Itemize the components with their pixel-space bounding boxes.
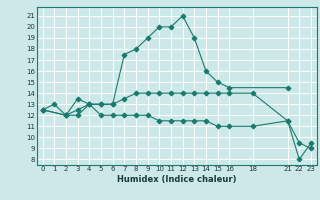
X-axis label: Humidex (Indice chaleur): Humidex (Indice chaleur) (117, 175, 236, 184)
